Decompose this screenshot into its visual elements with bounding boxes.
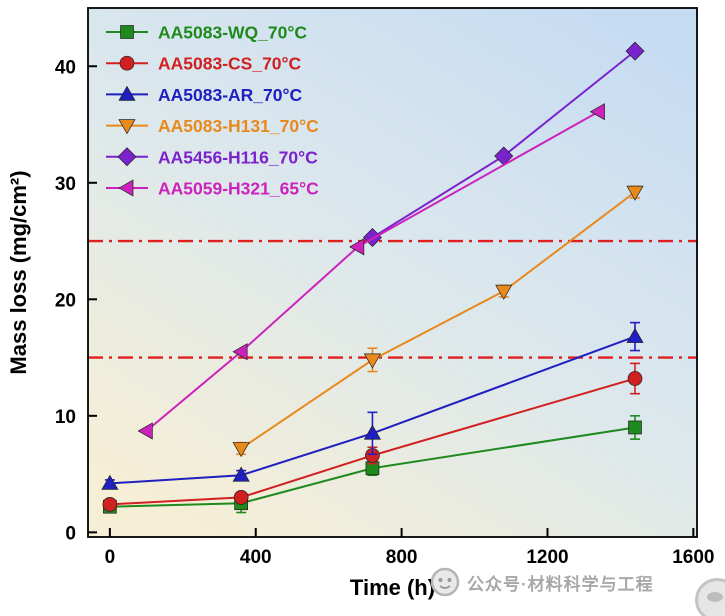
legend-label: AA5083-WQ_70°C — [158, 23, 307, 43]
series-AA5059-H321-65-C — [137, 103, 605, 440]
x-tick-label: 0 — [105, 547, 116, 568]
y-tick-label: 40 — [55, 57, 76, 78]
legend-label: AA5083-CS_70°C — [158, 54, 302, 74]
x-tick-label: 800 — [386, 547, 418, 568]
legend-item: AA5083-CS_70°C — [106, 54, 302, 74]
x-tick-label: 1200 — [526, 547, 568, 568]
series-line — [240, 191, 636, 450]
series-AA5083-AR-70-C — [101, 321, 644, 490]
y-axis: 0 10 20 30 40 Mass loss (mg/cm²) — [6, 57, 97, 544]
legend-item: AA5083-H131_70°C — [106, 116, 319, 136]
series-line — [145, 110, 600, 432]
x-axis: 0 400 800 1200 1600 Time (h) — [105, 528, 714, 600]
x-axis-title: Time (h) — [350, 575, 435, 600]
y-tick-label: 10 — [55, 407, 76, 428]
legend-item: AA5083-WQ_70°C — [106, 23, 307, 43]
x-tick-label: 1600 — [672, 547, 714, 568]
series-line — [109, 335, 636, 485]
legend-label: AA5059-H321_65°C — [158, 179, 319, 199]
watermark-logo-icon — [430, 567, 460, 597]
watermark: 公众号·材料科学与工程 — [430, 567, 654, 597]
reference-lines — [88, 239, 697, 359]
watermark-text: 公众号·材料科学与工程 — [467, 574, 654, 594]
x-tick-label: 400 — [240, 547, 272, 568]
series-AA5083-CS-70-C — [102, 362, 643, 512]
series-AA5083-H131-70-C — [232, 185, 644, 458]
plot-border — [87, 7, 698, 538]
legend-label: AA5083-AR_70°C — [158, 85, 303, 105]
y-axis-title: Mass loss (mg/cm²) — [6, 170, 31, 374]
legend-item: AA5083-AR_70°C — [106, 85, 303, 105]
y-tick-label: 20 — [55, 290, 76, 311]
y-tick-label: 0 — [65, 523, 76, 544]
corner-logo-icon — [695, 578, 725, 616]
series-line — [109, 377, 636, 506]
legend: AA5083-WQ_70°C AA5083-CS_70°C AA5083-AR_70… — [106, 23, 319, 199]
legend-item: AA5059-H321_65°C — [106, 179, 319, 199]
y-tick-label: 30 — [55, 174, 76, 195]
series-line — [109, 426, 636, 508]
legend-label: AA5456-H116_70°C — [158, 147, 318, 167]
legend-label: AA5083-H131_70°C — [158, 116, 319, 136]
legend-item: AA5456-H116_70°C — [106, 147, 318, 167]
